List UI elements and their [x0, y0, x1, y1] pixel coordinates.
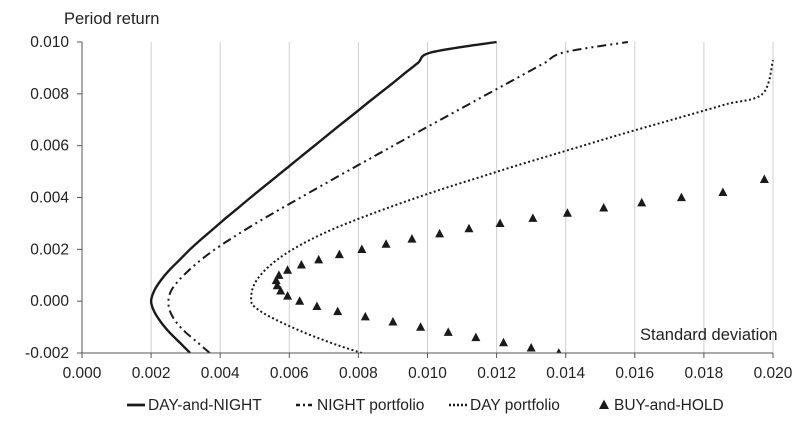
- series-line: [149, 40, 497, 353]
- data-point-marker: [407, 234, 417, 243]
- data-point-marker: [676, 192, 686, 202]
- data-point-marker: [274, 270, 284, 279]
- data-point-marker: [471, 332, 481, 342]
- data-point-marker: [526, 342, 536, 352]
- data-point-marker: [357, 244, 367, 253]
- data-point-marker: [556, 348, 562, 353]
- x-tick-label: 0.002: [132, 365, 171, 382]
- data-point-marker: [271, 275, 281, 285]
- x-tick-label: 0.008: [339, 365, 378, 382]
- data-point-marker: [296, 260, 306, 269]
- gridlines: [150, 42, 774, 353]
- data-point-marker: [360, 311, 370, 321]
- series-line: [167, 41, 629, 353]
- x-axis-title: Standard deviation: [640, 326, 778, 344]
- data-point-marker: [637, 197, 647, 207]
- legend-label: DAY-and-NIGHT: [148, 397, 262, 414]
- legend-label: BUY-and-HOLD: [614, 397, 724, 414]
- series-day-portfolio: [250, 59, 774, 353]
- data-point-marker: [718, 187, 728, 196]
- x-tick-label: 0.004: [201, 365, 240, 382]
- x-tick-label: 0.010: [408, 365, 447, 382]
- y-tick-label: 0.002: [30, 241, 69, 258]
- legend-item: DAY portfolio: [449, 397, 560, 414]
- x-tick-label: 0.018: [685, 365, 724, 382]
- x-tick-label: 0.014: [546, 365, 585, 382]
- data-point-marker: [464, 223, 474, 233]
- data-point-marker: [562, 208, 572, 217]
- data-point-marker: [295, 296, 305, 305]
- data-point-marker: [276, 285, 286, 295]
- y-tick-label: 0.010: [30, 34, 69, 51]
- legend-item: BUY-and-HOLD: [599, 397, 724, 414]
- x-tick-label: 0.006: [270, 365, 309, 382]
- data-point-marker: [388, 317, 398, 326]
- y-tick-label: -0.002: [25, 345, 69, 362]
- data-point-marker: [283, 291, 293, 300]
- series-line: [250, 59, 774, 353]
- data-point-marker: [272, 280, 282, 290]
- data-point-marker: [599, 203, 609, 212]
- series-layer: [149, 40, 774, 353]
- data-point-marker: [528, 213, 538, 222]
- data-point-marker: [283, 265, 293, 274]
- x-tick-label: 0.000: [63, 365, 102, 382]
- legend-label: NIGHT portfolio: [317, 397, 424, 414]
- data-point-marker: [759, 174, 769, 184]
- series-night-portfolio: [167, 41, 629, 353]
- data-point-marker: [314, 254, 324, 264]
- legend: DAY-and-NIGHT NIGHT portfolio DAY portfoli…: [127, 397, 724, 414]
- series-buy-and-hold: [271, 174, 769, 353]
- legend-item: DAY-and-NIGHT: [127, 397, 262, 414]
- y-tick-label: 0.000: [30, 293, 69, 310]
- legend-label: DAY portfolio: [470, 397, 560, 414]
- y-axis-title: Period return: [64, 10, 159, 28]
- axes: [77, 41, 774, 358]
- data-point-marker: [495, 218, 505, 228]
- x-tick-label: 0.020: [754, 365, 793, 382]
- y-tick-label: 0.008: [30, 86, 69, 103]
- data-point-marker: [443, 327, 453, 336]
- data-point-marker: [435, 228, 445, 238]
- data-point-marker: [416, 322, 426, 331]
- legend-item: NIGHT portfolio: [296, 397, 424, 414]
- legend-marker: [599, 399, 609, 410]
- data-point-marker: [334, 249, 344, 259]
- data-point-marker: [499, 337, 509, 347]
- data-point-marker: [333, 306, 343, 316]
- y-tick-label: 0.006: [30, 138, 69, 155]
- series-day-and-night: [149, 40, 497, 353]
- x-tick-label: 0.012: [477, 365, 516, 382]
- x-tick-label: 0.016: [615, 365, 654, 382]
- data-point-marker: [312, 301, 322, 310]
- data-point-marker: [381, 239, 391, 248]
- y-tick-label: 0.004: [30, 190, 69, 207]
- tick-labels: 0.000 0.002 0.004 0.006 0.008 0.010 0.012 0.014…: [25, 34, 793, 382]
